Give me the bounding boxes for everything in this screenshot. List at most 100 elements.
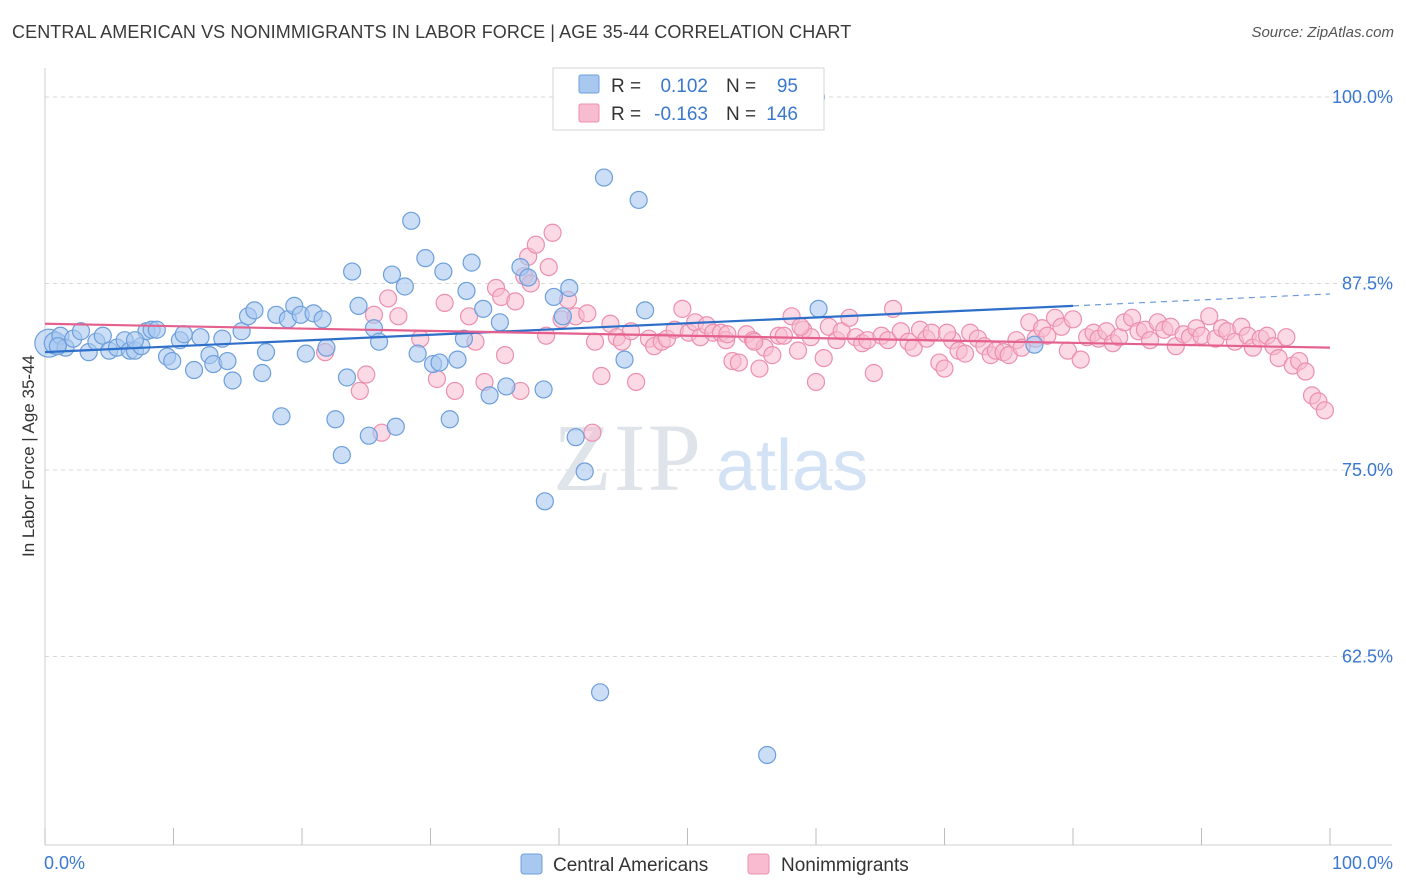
central-americans-point-89	[125, 331, 145, 350]
central-americans-trend-extension	[1072, 293, 1331, 307]
central-americans-point-21	[174, 325, 193, 344]
nonimmigrants-point-1	[350, 381, 369, 401]
legend-nonimmigrants-label: Nonimmigrants	[781, 855, 909, 876]
tick-labels: 100.0% 87.5% 75.0% 62.5% 0.0% 100.0%	[44, 87, 1393, 873]
nonimmigrants-point-143	[1315, 401, 1334, 420]
nonimmigrants-point-22	[526, 235, 545, 254]
nonimmigrants-point-82	[922, 323, 941, 342]
nonimmigrants-point-64	[806, 372, 826, 392]
nonimmigrants-point-7	[411, 329, 430, 348]
nonimmigrants-point-140	[1296, 362, 1315, 381]
central-americans-point-71	[534, 380, 553, 399]
nonimmigrants-point-6	[389, 307, 408, 326]
central-americans-points	[34, 83, 1044, 765]
legend-blue-swatch	[578, 74, 600, 94]
central-americans-point-86	[809, 299, 828, 318]
source-label: Source: ZipAtlas.com	[1251, 24, 1394, 41]
central-americans-point-23	[191, 328, 210, 347]
y-tick-label-1: 87.5%	[1342, 274, 1393, 294]
central-americans-point-63	[457, 281, 476, 301]
central-americans-point-66	[480, 386, 499, 405]
central-americans-point-73	[544, 287, 563, 307]
nonimmigrants-point-24	[537, 326, 556, 345]
central-americans-point-75	[560, 278, 579, 298]
central-americans-point-87	[1025, 335, 1044, 354]
nonimmigrants-point-100	[1038, 326, 1057, 345]
nonimmigrants-point-116	[1140, 331, 1160, 350]
legend-pink-n-value: 146	[766, 104, 798, 125]
central-americans-point-67	[490, 313, 509, 332]
legend-central-americans-label: Central Americans	[553, 855, 708, 876]
nonimmigrants-point-146	[791, 317, 810, 336]
central-americans-point-74	[553, 307, 572, 326]
central-americans-point-70	[519, 268, 538, 287]
nonimmigrants-point-16	[495, 346, 515, 365]
central-americans-point-51	[382, 265, 402, 284]
legend-central-americans-swatch	[520, 853, 543, 875]
nonimmigrants-trend-line	[44, 322, 1331, 349]
central-americans-point-41	[313, 310, 332, 329]
central-americans-point-27	[218, 351, 237, 371]
central-americans-point-77	[575, 462, 594, 481]
nonimmigrants-point-10	[445, 381, 465, 401]
y-tick-label-3: 62.5%	[1342, 647, 1393, 667]
central-americans-point-55	[408, 344, 427, 363]
nonimmigrants-point-2	[357, 365, 376, 384]
legend-pink-n-label: N =	[726, 104, 756, 125]
grid-lines	[45, 96, 1392, 657]
nonimmigrants-point-23	[539, 257, 558, 277]
nonimmigrants-point-104	[1063, 310, 1083, 329]
central-americans-trend-line	[44, 304, 1074, 354]
central-americans-point-52	[386, 417, 405, 436]
nonimmigrants-point-59	[774, 326, 793, 345]
legend-blue-n-label: N =	[726, 76, 756, 97]
legend-blue-r-value: 0.102	[660, 76, 708, 97]
nonimmigrants-point-137	[1277, 328, 1296, 347]
nonimmigrants-point-8	[427, 369, 447, 389]
nonimmigrants-point-43	[673, 299, 692, 318]
nonimmigrants-point-37	[626, 372, 646, 392]
central-americans-point-72	[535, 492, 554, 511]
central-americans-point-42	[317, 338, 336, 357]
nonimmigrants-point-9	[435, 293, 454, 312]
legend-nonimmigrants-swatch	[747, 853, 770, 875]
axes	[44, 68, 1392, 846]
legend-blue-r-label: R =	[611, 76, 641, 97]
central-americans-point-58	[430, 353, 449, 372]
central-americans-point-59	[434, 262, 453, 281]
y-axis-title-text: In Labor Force | Age 35-44	[19, 355, 38, 557]
nonimmigrants-point-57	[763, 346, 782, 365]
central-americans-point-84	[758, 745, 777, 765]
legend-blue-n-value: 95	[777, 76, 798, 97]
nonimmigrants-point-65	[814, 349, 833, 368]
central-americans-point-61	[448, 350, 467, 369]
central-americans-point-68	[497, 377, 516, 396]
nonimmigrants-point-136	[1269, 349, 1288, 368]
central-americans-point-79	[591, 683, 610, 702]
central-americans-point-28	[223, 371, 242, 390]
central-americans-point-5	[71, 322, 91, 341]
central-americans-point-45	[337, 368, 357, 387]
nonimmigrants-point-69	[840, 308, 859, 327]
central-americans-point-19	[163, 351, 182, 371]
central-americans-point-64	[462, 253, 481, 272]
nonimmigrants-point-61	[788, 341, 808, 360]
central-americans-point-76	[566, 428, 585, 447]
central-americans-point-53	[395, 277, 414, 296]
nonimmigrants-point-105	[1071, 350, 1090, 369]
watermark: ZIP atlas	[553, 404, 868, 511]
nonimmigrants-point-147	[937, 323, 957, 342]
central-americans-point-54	[402, 211, 421, 230]
nonimmigrants-point-144	[745, 332, 764, 351]
nonimmigrants-point-145	[718, 325, 737, 344]
legend-pink-r-label: R =	[611, 104, 641, 125]
central-americans-point-48	[359, 426, 378, 445]
nonimmigrants-point-52	[729, 353, 749, 372]
x-tick-label-max: 100.0%	[1332, 853, 1393, 873]
central-americans-point-82	[635, 301, 655, 320]
nonimmigrants-point-30	[583, 423, 602, 442]
central-americans-point-32	[253, 363, 272, 383]
nonimmigrants-point-11	[459, 307, 479, 326]
nonimmigrants-point-25	[543, 223, 562, 242]
central-americans-point-47	[349, 296, 368, 315]
